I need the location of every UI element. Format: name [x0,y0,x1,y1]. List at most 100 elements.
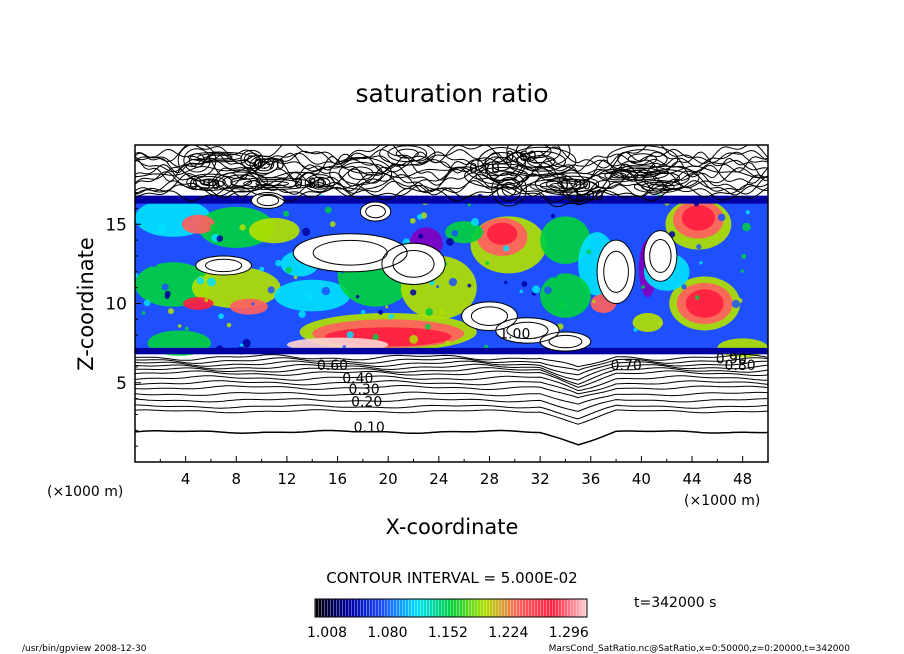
contour-loop [506,321,549,340]
field-speckle [249,246,254,252]
contour-loop [610,172,627,179]
field-speckle [177,324,182,328]
contour-loop [347,166,374,181]
contour-loop [304,174,335,193]
field-speckle [409,217,416,224]
y-tick-label: 10 [105,295,127,315]
field-blob [486,222,518,245]
field-speckle [275,259,282,267]
field-gap [195,255,252,275]
contour-loop [365,204,386,219]
contour-loop [539,331,592,352]
field-speckle [409,334,419,344]
contour-loop [247,155,257,164]
footer-left: /usr/bin/gpview 2008-12-30 [22,644,147,654]
x-tick-label: 4 [181,470,191,488]
field-speckle [439,309,445,315]
field-speckle [479,297,484,302]
contour-loop [222,174,261,190]
field-speckle [184,326,189,331]
colorbar-label: 1.152 [428,625,468,641]
field-speckle [207,277,216,287]
field-gap [381,243,446,285]
contour-labels: 0.100.200.300.400.60 0.70 0.800.901.000.70… [189,149,756,436]
field-speckle [641,285,645,289]
contour-loop [187,151,252,163]
field-speckle [731,299,741,309]
contour-loop [214,171,268,193]
field-blob [248,217,300,244]
x-tick-label: 24 [429,470,448,488]
colorbar-label: 1.080 [367,625,407,641]
field-speckle [470,217,480,227]
contour-loop [292,233,408,273]
field-speckle [633,327,638,332]
field-speckle [307,293,313,299]
footer-right: MarsCond_SatRatio.nc@SatRatio,x=0:50000,… [549,644,851,654]
contour-line [135,357,768,371]
field-gap [597,240,636,304]
contour-loop [188,153,206,168]
field-gap [293,233,408,272]
contour-line [135,385,768,399]
contour-label: 0.70 [469,162,500,178]
field-speckle [378,309,384,315]
field-speckle [182,212,186,216]
contour-loop [253,158,275,172]
x-unit-left: (×1000 m) [47,484,123,500]
x-tick-label: 12 [277,470,296,488]
contour-loop [653,172,681,183]
x-axis-label: X-coordinate [386,515,519,539]
contour-loop [506,145,571,169]
contour-label: 0.40 [342,371,373,387]
contour-loop [617,149,668,170]
field-speckle [216,235,224,242]
contour-loop [486,170,518,182]
contour-label: 0.30 [349,382,380,398]
field-speckle [329,221,336,228]
field-speckle [436,285,440,289]
colorbar-label: 1.224 [488,625,528,641]
contour-loop [491,172,527,207]
contour-line [135,145,768,169]
field-speckle [532,285,541,294]
field-speckle [285,266,292,274]
field-speckle [681,284,687,290]
contour-loop [643,169,690,187]
field-blob [632,313,663,333]
contour-loop [525,145,552,159]
contour-loop [183,148,211,173]
field-speckle [550,213,556,219]
contour-loop [195,255,252,276]
colorbar: 1.008 1.080 1.152 1.224 1.296 [307,598,589,641]
field-speckle [741,253,747,259]
field-gap [643,230,677,282]
field-speckle [143,299,151,307]
x-axis: 4 8 12 16 20 24 28 32 36 40 44 48 [159,456,752,488]
field-speckle [745,210,751,215]
field-speckle [240,343,244,347]
x-tick-label: 48 [733,470,752,488]
contour-loop [359,201,392,222]
contour-loop [381,242,446,285]
field-speckle [445,340,451,346]
contour-line [135,391,768,405]
field-speckle [298,310,306,319]
contour-loop [640,181,675,192]
colorbar-label: 1.008 [307,625,347,641]
contour-label: 0.80 [294,176,325,192]
contour-line [135,367,768,385]
field-speckle [557,301,566,309]
time-label: t=342000 s [634,595,716,611]
colorbar-frame [314,598,588,618]
field-blob [181,214,215,234]
contour-label: 1.00 [573,188,604,204]
contour-loop [387,145,428,163]
contour-loop [395,148,419,159]
contour-loop [255,180,290,187]
field-speckle [658,320,664,326]
field-blob [445,221,484,244]
contour-loop [313,179,327,188]
contour-loop [549,182,578,189]
